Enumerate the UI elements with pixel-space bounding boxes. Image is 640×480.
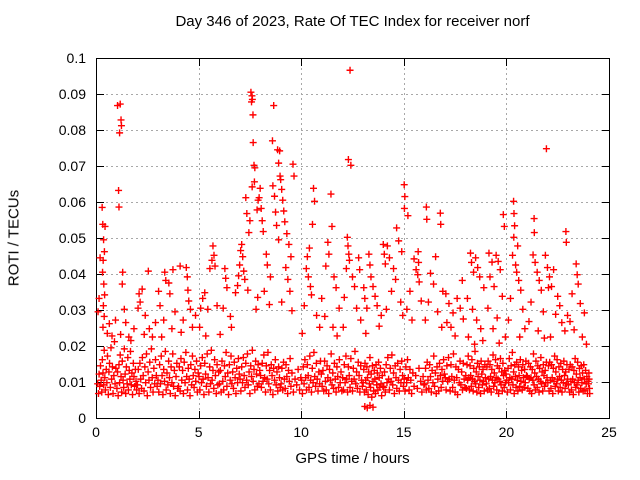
chart-title: Day 346 of 2023, Rate Of TEC Index for r… bbox=[175, 13, 530, 30]
y-tick-label: 0.1 bbox=[66, 50, 86, 66]
x-tick-label: 5 bbox=[194, 424, 203, 440]
x-axis-label: GPS time / hours bbox=[295, 450, 410, 467]
y-tick-label: 0.03 bbox=[58, 302, 86, 318]
y-tick-label: 0 bbox=[78, 410, 86, 426]
x-tick-label: 0 bbox=[92, 424, 100, 440]
y-tick-label: 0.05 bbox=[58, 230, 86, 246]
y-tick-label: 0.02 bbox=[58, 338, 86, 354]
y-tick-label: 0.01 bbox=[58, 374, 86, 390]
x-tick-label: 20 bbox=[498, 424, 515, 440]
x-tick-label: 15 bbox=[396, 424, 412, 440]
y-tick-label: 0.07 bbox=[58, 158, 86, 174]
y-tick-label: 0.08 bbox=[58, 122, 86, 138]
x-tick-label: 25 bbox=[601, 424, 617, 440]
x-tick-label: 10 bbox=[293, 424, 309, 440]
y-tick-label: 0.09 bbox=[58, 86, 86, 102]
y-tick-label: 0.06 bbox=[58, 194, 86, 210]
y-tick-label: 0.04 bbox=[58, 266, 86, 282]
